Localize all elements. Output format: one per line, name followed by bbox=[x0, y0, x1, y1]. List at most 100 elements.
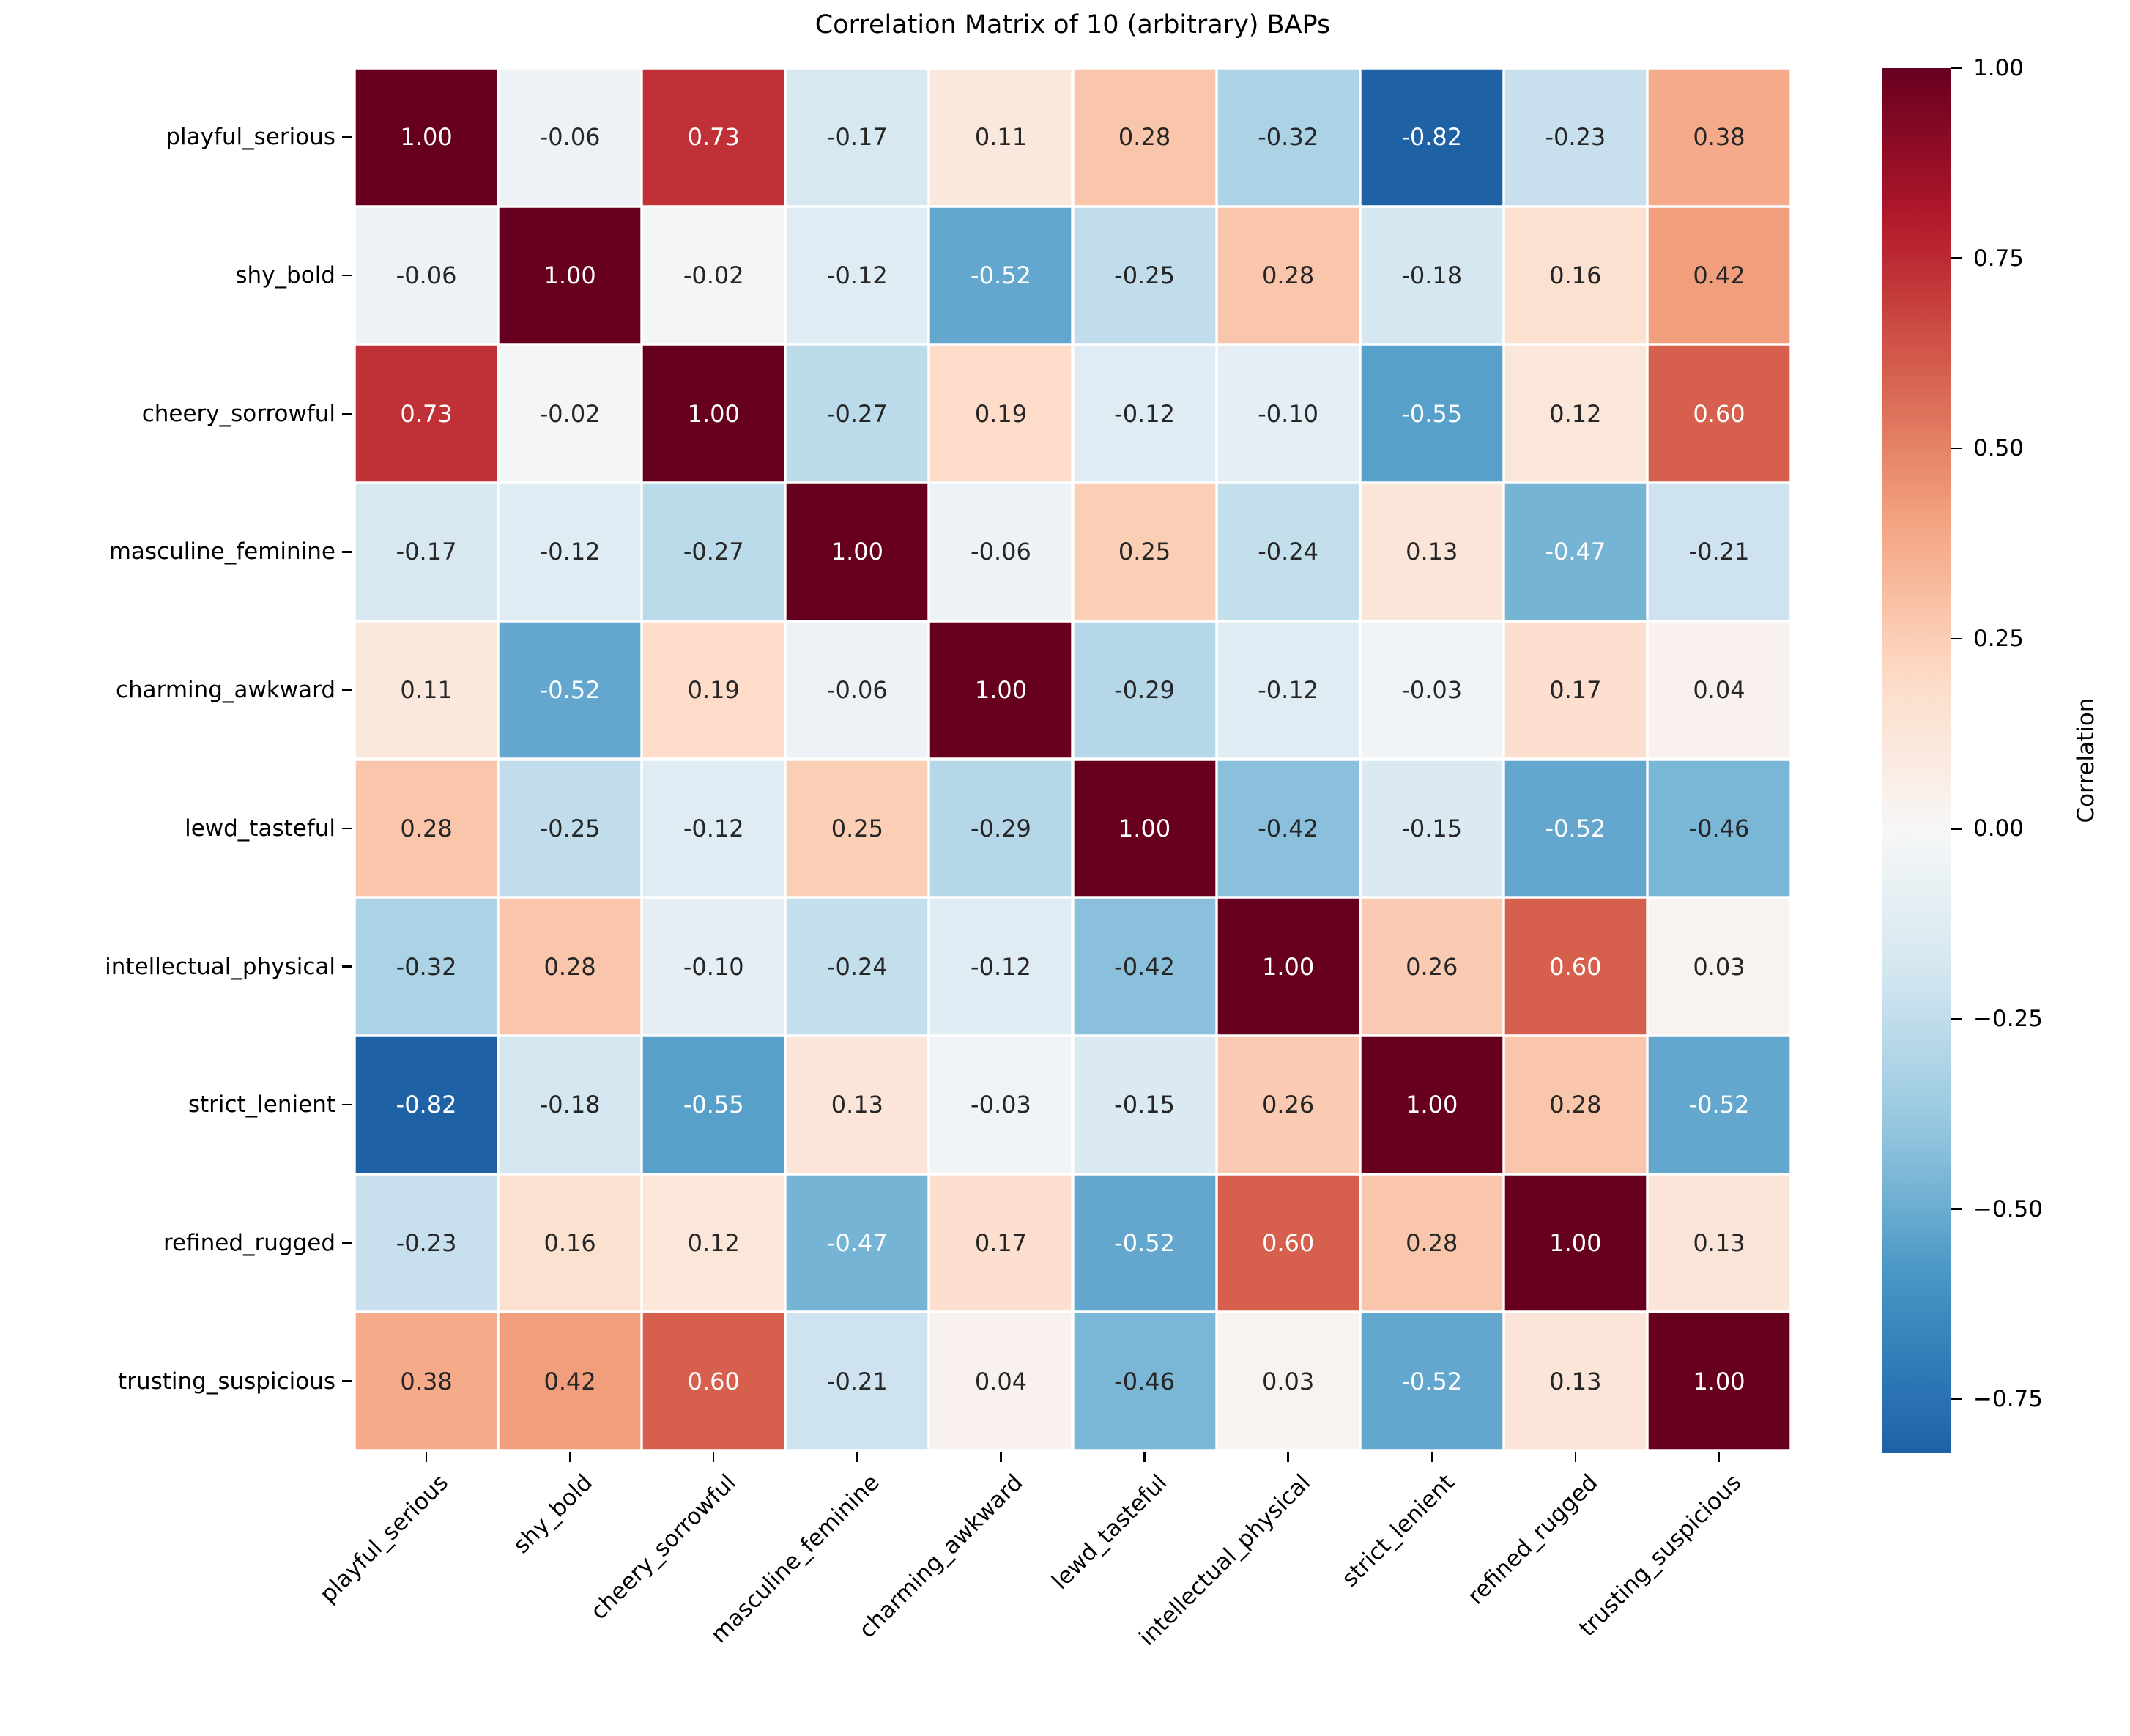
y-tick-mark bbox=[342, 827, 352, 830]
colorbar-axis-label: Correlation bbox=[2073, 697, 2099, 823]
y-tick-label: masculine_feminine bbox=[108, 538, 335, 565]
heatmap-cell: -0.12 bbox=[785, 206, 929, 345]
x-tick-mark bbox=[568, 1452, 571, 1462]
heatmap-cell: -0.06 bbox=[498, 68, 642, 207]
y-tick-mark bbox=[342, 689, 352, 691]
colorbar-tick-mark bbox=[1951, 1017, 1962, 1020]
heatmap-cell: 0.11 bbox=[355, 620, 499, 760]
colorbar-tick-mark bbox=[1951, 67, 1962, 70]
heatmap-cell: 0.28 bbox=[1216, 206, 1360, 345]
heatmap-cell: -0.27 bbox=[642, 483, 786, 621]
colorbar-gradient bbox=[1882, 68, 1951, 1453]
y-tick-label: intellectual_physical bbox=[105, 953, 335, 980]
x-tick-label: strict_lenient bbox=[1336, 1469, 1460, 1592]
heatmap-cell: -0.06 bbox=[355, 206, 499, 345]
heatmap-cell: 0.28 bbox=[1359, 1173, 1504, 1313]
heatmap-cell: 0.13 bbox=[1647, 1173, 1791, 1313]
x-tick-mark bbox=[1430, 1452, 1433, 1462]
heatmap-cell: 0.25 bbox=[1072, 483, 1217, 621]
heatmap-cell: 0.38 bbox=[1647, 68, 1791, 207]
heatmap-cell: 0.28 bbox=[355, 759, 499, 898]
colorbar-tick-label: 0.75 bbox=[1973, 245, 2025, 272]
heatmap-cell: 1.00 bbox=[1359, 1035, 1504, 1174]
heatmap-cell: -0.10 bbox=[642, 897, 786, 1036]
colorbar bbox=[1882, 68, 1951, 1453]
colorbar-tick-mark bbox=[1951, 1208, 1962, 1210]
heatmap-cell: 0.17 bbox=[929, 1173, 1073, 1313]
x-tick-label: shy_bold bbox=[508, 1469, 598, 1559]
heatmap-cell: -0.32 bbox=[355, 897, 499, 1036]
y-tick-label: shy_bold bbox=[235, 262, 335, 289]
colorbar-tick-label: −0.75 bbox=[1973, 1386, 2043, 1413]
heatmap-cell: -0.15 bbox=[1359, 759, 1504, 898]
heatmap-cell: 0.19 bbox=[929, 344, 1073, 483]
heatmap-cell: -0.52 bbox=[498, 620, 642, 760]
x-tick-mark bbox=[1718, 1452, 1721, 1462]
x-tick-mark bbox=[1287, 1452, 1289, 1462]
heatmap-cell: -0.52 bbox=[1503, 759, 1647, 898]
colorbar-tick-label: 0.50 bbox=[1973, 435, 2025, 462]
heatmap-cell: -0.27 bbox=[785, 344, 929, 483]
heatmap-cell: -0.02 bbox=[642, 206, 786, 345]
colorbar-tick-label: −0.50 bbox=[1973, 1195, 2043, 1223]
y-tick-mark bbox=[342, 136, 352, 138]
colorbar-tick-mark bbox=[1951, 1398, 1962, 1401]
y-tick-label: playful_serious bbox=[166, 124, 335, 151]
heatmap-cell: -0.52 bbox=[1647, 1035, 1791, 1174]
heatmap-cell: 1.00 bbox=[1072, 759, 1217, 898]
heatmap-cell: -0.52 bbox=[1072, 1173, 1217, 1313]
y-tick-label: strict_lenient bbox=[188, 1091, 335, 1119]
chart-title: Correlation Matrix of 10 (arbitrary) BAP… bbox=[814, 10, 1331, 40]
heatmap-cell: -0.12 bbox=[929, 897, 1073, 1036]
heatmap-cell: -0.12 bbox=[1072, 344, 1217, 483]
heatmap-cell: -0.15 bbox=[1072, 1035, 1217, 1174]
y-tick-label: charming_awkward bbox=[115, 677, 335, 704]
heatmap-cell: -0.18 bbox=[1359, 206, 1504, 345]
heatmap-cell: 0.11 bbox=[929, 68, 1073, 207]
heatmap-cell: -0.55 bbox=[1359, 344, 1504, 483]
colorbar-tick-label: −0.25 bbox=[1973, 1006, 2043, 1033]
colorbar-tick-label: 0.25 bbox=[1973, 625, 2025, 652]
heatmap-cell: 0.16 bbox=[498, 1173, 642, 1313]
heatmap-cell: 0.03 bbox=[1216, 1312, 1360, 1450]
heatmap-cell: -0.42 bbox=[1072, 897, 1217, 1036]
heatmap-cell: 0.42 bbox=[498, 1312, 642, 1450]
heatmap-cell: -0.52 bbox=[1359, 1312, 1504, 1450]
y-tick-mark bbox=[342, 274, 352, 277]
heatmap-cell: -0.32 bbox=[1216, 68, 1360, 207]
heatmap-cell: -0.12 bbox=[1216, 620, 1360, 760]
heatmap-cell: 0.28 bbox=[1072, 68, 1217, 207]
colorbar-tick-mark bbox=[1951, 637, 1962, 640]
heatmap-cell: -0.17 bbox=[355, 483, 499, 621]
heatmap-cell: 0.60 bbox=[1647, 344, 1791, 483]
heatmap-cell: -0.23 bbox=[1503, 68, 1647, 207]
heatmap-cell: 0.19 bbox=[642, 620, 786, 760]
heatmap-cell: -0.03 bbox=[1359, 620, 1504, 760]
colorbar-tick-label: 0.00 bbox=[1973, 815, 2025, 842]
y-tick-label: trusting_suspicious bbox=[118, 1368, 335, 1395]
heatmap-cell: 1.00 bbox=[1647, 1312, 1791, 1450]
heatmap-cell: -0.10 bbox=[1216, 344, 1360, 483]
heatmap-cell: 0.73 bbox=[642, 68, 786, 207]
y-tick-mark bbox=[342, 551, 352, 553]
heatmap-cell: 0.03 bbox=[1647, 897, 1791, 1036]
x-tick-mark bbox=[425, 1452, 428, 1462]
y-tick-label: refined_rugged bbox=[163, 1229, 335, 1256]
heatmap-cell: -0.47 bbox=[1503, 483, 1647, 621]
colorbar-tick-mark bbox=[1951, 448, 1962, 450]
heatmap-cell: 1.00 bbox=[355, 68, 499, 207]
heatmap-cell: 0.04 bbox=[1647, 620, 1791, 760]
y-tick-label: cheery_sorrowful bbox=[141, 400, 335, 427]
heatmap-cell: -0.42 bbox=[1216, 759, 1360, 898]
heatmap-cell: 0.28 bbox=[1503, 1035, 1647, 1174]
heatmap-cell: -0.55 bbox=[642, 1035, 786, 1174]
heatmap-cell: 1.00 bbox=[929, 620, 1073, 760]
heatmap-cell: -0.46 bbox=[1072, 1312, 1217, 1450]
heatmap-cell: 1.00 bbox=[642, 344, 786, 483]
heatmap-cell: 0.13 bbox=[1359, 483, 1504, 621]
heatmap-cell: 0.12 bbox=[1503, 344, 1647, 483]
heatmap-cell: 0.38 bbox=[355, 1312, 499, 1450]
heatmap-cell: 0.16 bbox=[1503, 206, 1647, 345]
heatmap-cell: 0.42 bbox=[1647, 206, 1791, 345]
